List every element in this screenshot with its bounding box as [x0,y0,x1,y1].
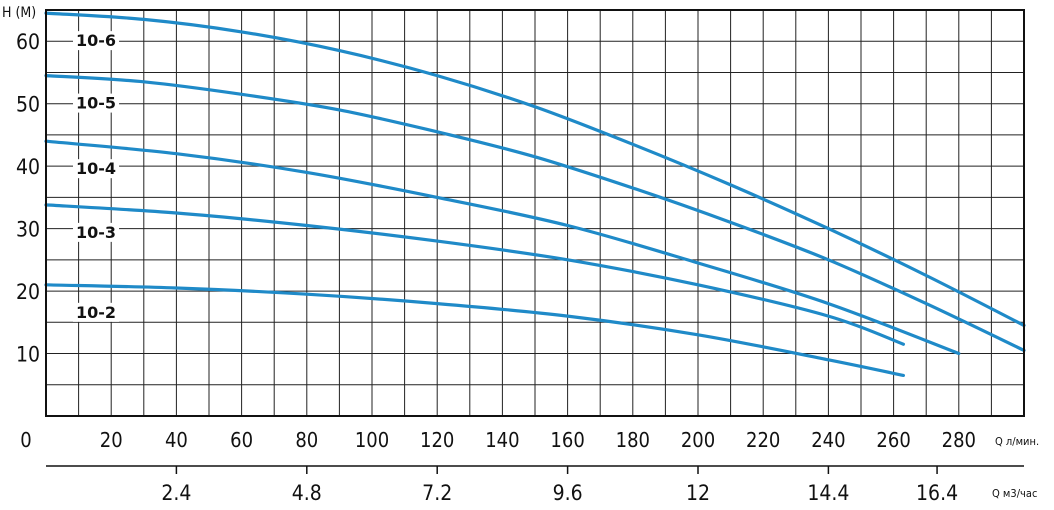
x-tick-220: 220 [746,428,780,452]
series-label-bg [73,222,120,242]
x-tick-260: 260 [876,428,910,452]
y-axis-title: H (M) [2,5,36,21]
x-tick-origin: 0 [20,428,31,452]
series-label-10-3: 10-3 [76,223,116,242]
x-tick-120: 120 [420,428,454,452]
series-label-bg [73,93,120,113]
series-label-10-2: 10-2 [76,303,116,322]
x-tick-labels: 0 20 40 60 80 100 120 140 160 180 200 220 240 260 280 [20,428,976,452]
x-tick-240: 240 [811,428,845,452]
x2-tick-9.6: 9.6 [553,481,583,505]
y-tick-30: 30 [16,218,40,242]
y-tick-40: 40 [16,155,40,179]
series-label-10-6: 10-6 [76,31,116,50]
y-tick-labels: 10 20 30 40 50 60 [16,30,40,366]
series-label-bg [73,31,120,51]
y-tick-50: 50 [16,93,40,117]
plot-frame [45,9,1025,417]
series-label-10-5: 10-5 [76,94,116,113]
series-line-10-4 [44,139,961,356]
x-tick-160: 160 [550,428,584,452]
x-tick-20: 20 [100,428,123,452]
y-tick-60: 60 [16,30,40,54]
series-line-10-5 [44,74,1026,352]
x-axis-unit-m3h: Q м3/час [992,487,1037,500]
secondary-x-tick-labels: 2.4 4.8 7.2 9.6 12 14.4 16.4 [161,466,958,505]
x-tick-80: 80 [295,428,318,452]
x2-tick-7.2: 7.2 [422,481,452,505]
series-labels: 10-6 10-5 10-4 10-3 10-2 [73,31,120,322]
x-tick-180: 180 [616,428,650,452]
x2-tick-14.4: 14.4 [807,481,849,505]
chart-grid [46,10,1024,416]
y-tick-10: 10 [16,343,40,367]
x-tick-60: 60 [230,428,253,452]
series-label-10-4: 10-4 [76,159,116,178]
x-tick-140: 140 [485,428,519,452]
x2-tick-16.4: 16.4 [916,481,958,505]
x-tick-100: 100 [355,428,389,452]
x-tick-40: 40 [165,428,188,452]
series-line-10-2 [44,283,905,377]
x2-tick-12: 12 [686,481,710,505]
series-label-bg [73,302,120,322]
series-curves [44,11,1026,377]
x-axis-unit-lpm: Q л/мин. [995,435,1039,448]
x-tick-280: 280 [942,428,976,452]
series-line-10-3 [44,203,905,346]
series-label-bg [73,159,120,179]
x2-tick-2.4: 2.4 [161,481,191,505]
x2-tick-4.8: 4.8 [292,481,322,505]
x-tick-200: 200 [681,428,715,452]
series-line-10-6 [44,11,1026,327]
y-tick-20: 20 [16,280,40,304]
